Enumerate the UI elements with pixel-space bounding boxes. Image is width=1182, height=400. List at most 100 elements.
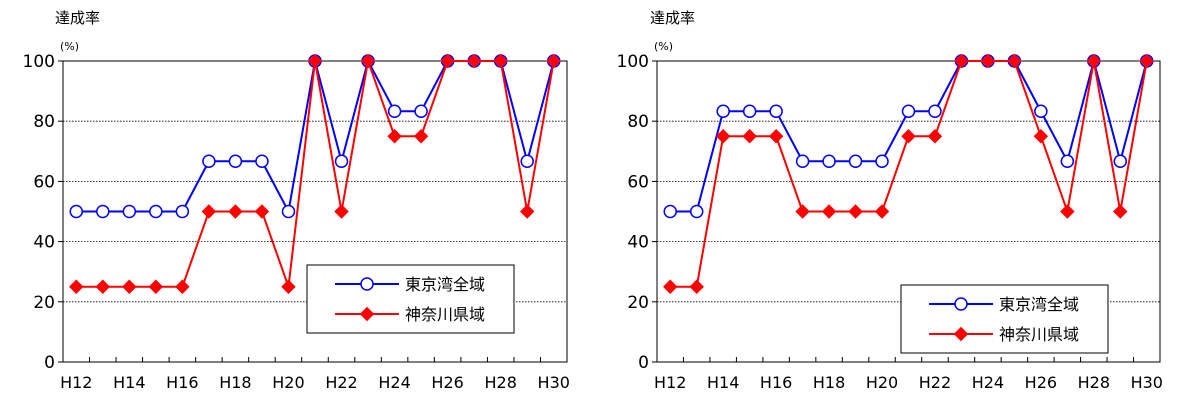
- data-point: [742, 104, 757, 119]
- y-axis-label: 達成率: [650, 9, 695, 27]
- series-line: [76, 58, 555, 215]
- y-tick-label: 0: [638, 353, 649, 373]
- data-point: [901, 104, 916, 119]
- x-tick-label: H26: [1025, 373, 1057, 392]
- data-point: [795, 204, 810, 219]
- x-tick-label: H22: [325, 373, 357, 392]
- data-point: [822, 154, 836, 168]
- x-tick-label: H26: [431, 373, 463, 392]
- data-point: [175, 204, 190, 219]
- data-point: [715, 129, 731, 144]
- legend-swatch-marker: [953, 326, 969, 342]
- data-point: [69, 204, 84, 219]
- x-tick-label: H14: [707, 373, 739, 392]
- data-point: [546, 53, 561, 69]
- legend-label: 東京湾全域: [999, 295, 1079, 314]
- data-point: [69, 279, 84, 294]
- data-point: [149, 204, 163, 219]
- data-point: [360, 53, 376, 69]
- legend-label: 神奈川県域: [405, 305, 485, 324]
- data-point: [175, 279, 190, 294]
- series-tokyo-bay: [69, 54, 561, 219]
- data-point: [1060, 154, 1075, 168]
- data-point: [122, 279, 137, 294]
- data-point: [414, 104, 428, 119]
- data-point: [122, 204, 137, 219]
- data-point: [716, 104, 730, 119]
- data-point: [1007, 53, 1022, 69]
- data-point: [1113, 204, 1128, 219]
- series-kanagawa: [663, 53, 1154, 294]
- x-tick-label: H30: [1131, 373, 1163, 392]
- data-point: [148, 279, 164, 294]
- legend-swatch-marker: [359, 306, 375, 322]
- data-point: [1033, 129, 1049, 144]
- plot-frame: [656, 60, 1161, 363]
- data-point: [254, 204, 270, 219]
- data-point: [228, 204, 243, 219]
- legend-swatch-marker: [360, 277, 374, 291]
- x-tick-label: H20: [866, 373, 898, 392]
- data-point: [954, 53, 969, 69]
- y-axis-unit: (%): [60, 40, 79, 53]
- data-point: [795, 154, 810, 168]
- data-point: [281, 279, 296, 294]
- data-point: [387, 104, 402, 119]
- data-point: [334, 204, 349, 219]
- data-point: [95, 279, 110, 294]
- data-point: [1139, 53, 1154, 69]
- data-point: [689, 279, 704, 294]
- data-point: [689, 204, 704, 219]
- x-tick-label: H12: [654, 373, 686, 392]
- legend-box: [306, 264, 515, 334]
- data-point: [848, 154, 863, 168]
- y-tick-label: 60: [627, 172, 649, 192]
- x-tick-label: H14: [113, 373, 145, 392]
- chart-2: 0 20 40 60 80 100 H12 H14 H16 H18 H20 H22 H24 H26 H28 H…: [617, 9, 1163, 392]
- series-line: [670, 60, 1148, 288]
- data-point: [874, 204, 890, 219]
- data-point: [769, 104, 783, 119]
- y-tick-label: 100: [617, 52, 649, 72]
- data-point: [1086, 53, 1102, 69]
- data-point: [1113, 154, 1128, 168]
- legend-swatch-marker: [954, 297, 968, 311]
- x-tick-label: H12: [60, 373, 92, 392]
- data-point: [1060, 204, 1075, 219]
- legend-label: 神奈川県域: [999, 325, 1079, 344]
- data-point: [413, 129, 429, 144]
- data-point: [768, 129, 784, 144]
- x-tick-label: H18: [813, 373, 845, 392]
- y-tick-label: 20: [33, 293, 55, 313]
- y-tick-label: 80: [33, 112, 55, 132]
- x-tick-label: H16: [166, 373, 198, 392]
- x-tick-label: H18: [219, 373, 251, 392]
- x-tick-label: H24: [378, 373, 410, 392]
- data-point: [848, 204, 863, 219]
- data-point: [440, 53, 455, 69]
- data-point: [466, 53, 482, 69]
- data-point: [387, 129, 402, 144]
- data-point: [928, 104, 942, 119]
- x-tick-label: H24: [972, 373, 1004, 392]
- x-tick-label: H28: [484, 373, 516, 392]
- data-point: [520, 204, 535, 219]
- x-tick-label: H20: [272, 373, 304, 392]
- data-point: [927, 129, 943, 144]
- data-point: [255, 154, 269, 168]
- y-tick-label: 20: [627, 293, 649, 313]
- x-tick-label: H22: [919, 373, 951, 392]
- data-point: [663, 204, 677, 219]
- data-point: [1034, 104, 1048, 119]
- data-point: [334, 154, 349, 168]
- data-point: [520, 154, 534, 168]
- series-kanagawa: [69, 53, 561, 294]
- data-point: [228, 154, 243, 168]
- y-tick-label: 40: [33, 233, 55, 253]
- y-tick-label: 100: [23, 52, 55, 72]
- data-point: [201, 204, 217, 219]
